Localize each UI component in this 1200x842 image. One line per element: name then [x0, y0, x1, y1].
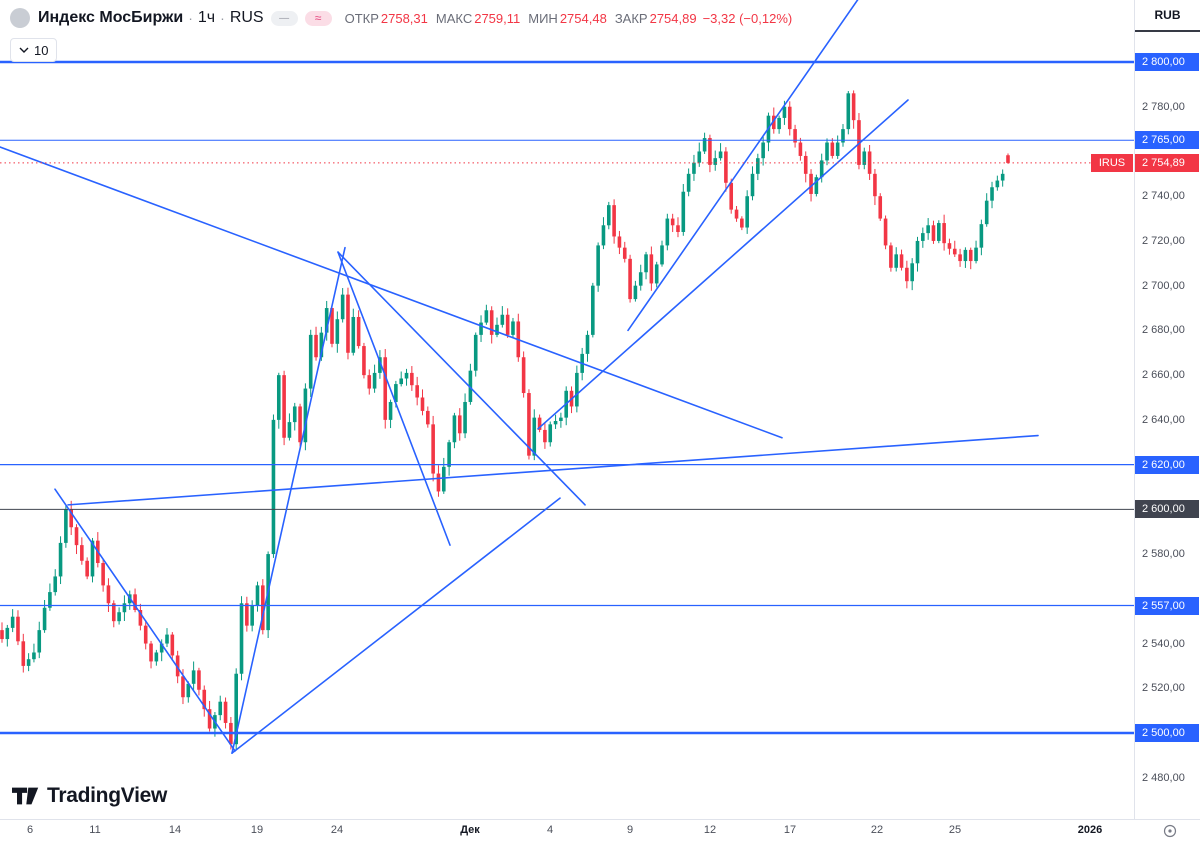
- chart-header: Индекс МосБиржи · 1ч · RUS — ≈ ОТКР 2758,…: [10, 8, 792, 28]
- price-axis-label: 2 720,00: [1142, 234, 1185, 247]
- time-axis-label: 12: [703, 824, 717, 836]
- tradingview-logo[interactable]: TradingView: [12, 784, 167, 808]
- low-label: МИН: [528, 10, 558, 26]
- price-badge: 2 600,00: [1135, 500, 1199, 519]
- open-label: ОТКР: [344, 10, 379, 26]
- symbol-price-tag: IRUS: [1091, 153, 1133, 172]
- time-axis-label: 14: [168, 824, 182, 836]
- bar-count-value: 10: [34, 42, 49, 58]
- price-badge: 2 500,00: [1135, 724, 1199, 742]
- time-axis-label: 2026: [1077, 824, 1103, 836]
- time-axis-label: 9: [626, 824, 634, 836]
- trend-lines[interactable]: [0, 0, 1039, 754]
- time-axis-label: 25: [948, 824, 962, 836]
- high-value: 2759,11: [474, 10, 521, 26]
- minus-pill-icon[interactable]: —: [270, 10, 298, 26]
- symbol-title[interactable]: Индекс МосБиржи: [38, 9, 184, 26]
- price-axis-label: 2 640,00: [1142, 413, 1185, 426]
- wave-pill-icon[interactable]: ≈: [304, 10, 332, 26]
- time-axis-label: 4: [546, 824, 554, 836]
- high-label: МАКС: [435, 10, 473, 26]
- close-value: 2754,89: [649, 10, 697, 26]
- market-label[interactable]: RUS: [229, 9, 264, 26]
- currency-label[interactable]: RUB: [1135, 0, 1200, 32]
- price-axis-label: 2 660,00: [1142, 369, 1185, 382]
- price-badge: 2 765,00: [1135, 131, 1199, 150]
- tradingview-logo-text: TradingView: [47, 784, 168, 807]
- time-axis-label: 6: [26, 824, 34, 836]
- chevron-down-icon: [19, 47, 29, 53]
- time-axis-label: 19: [250, 824, 264, 836]
- price-axis-label: 2 580,00: [1142, 548, 1185, 561]
- price-axis-label: 2 520,00: [1142, 682, 1185, 695]
- time-axis[interactable]: 6 11 14 19 24 Дек 4 9 12 17 22 25 2026: [0, 819, 1200, 842]
- candles: [0, 90, 1010, 751]
- ohlc-readout: ОТКР 2758,31 МАКС 2759,11 МИН 2754,48 ЗАКР 2…: [345, 11, 697, 26]
- price-badge: 2 754,89: [1135, 153, 1199, 172]
- tradingview-logo-icon: [12, 787, 39, 805]
- time-axis-label: 22: [870, 824, 884, 836]
- scroll-to-realtime-icon[interactable]: [1162, 823, 1178, 839]
- time-axis-label: 17: [783, 824, 797, 836]
- chart-canvas[interactable]: [0, 0, 1135, 820]
- price-badge: 2 557,00: [1135, 596, 1199, 615]
- price-axis-label: 2 680,00: [1142, 324, 1185, 337]
- price-axis-label: 2 540,00: [1142, 637, 1185, 650]
- price-axis[interactable]: RUB 2 780,00 2 740,00 2 720,00 2 700,00 2 68…: [1134, 0, 1200, 820]
- low-value: 2754,48: [559, 10, 607, 26]
- separator: ·: [188, 10, 193, 26]
- candlestick-chart[interactable]: [0, 0, 1135, 820]
- bar-count-dropdown[interactable]: 10: [10, 38, 58, 62]
- horizontal-levels[interactable]: [0, 60, 1135, 735]
- price-badge: 2 800,00: [1135, 53, 1199, 71]
- time-axis-label: 11: [89, 824, 101, 836]
- price-badge: 2 620,00: [1135, 455, 1199, 474]
- separator: ·: [220, 10, 225, 26]
- time-axis-label: Дек: [460, 824, 480, 836]
- time-axis-label: 24: [330, 824, 344, 836]
- price-axis-label: 2 700,00: [1142, 279, 1185, 292]
- price-axis-label: 2 780,00: [1142, 100, 1185, 113]
- price-axis-label: 2 480,00: [1142, 771, 1185, 784]
- interval-label[interactable]: 1ч: [197, 9, 216, 26]
- instrument-logo-icon: [10, 8, 30, 28]
- open-value: 2758,31: [380, 10, 428, 26]
- close-label: ЗАКР: [614, 10, 648, 26]
- price-axis-label: 2 740,00: [1142, 190, 1185, 203]
- change-value: −3,32 (−0,12%): [702, 10, 793, 26]
